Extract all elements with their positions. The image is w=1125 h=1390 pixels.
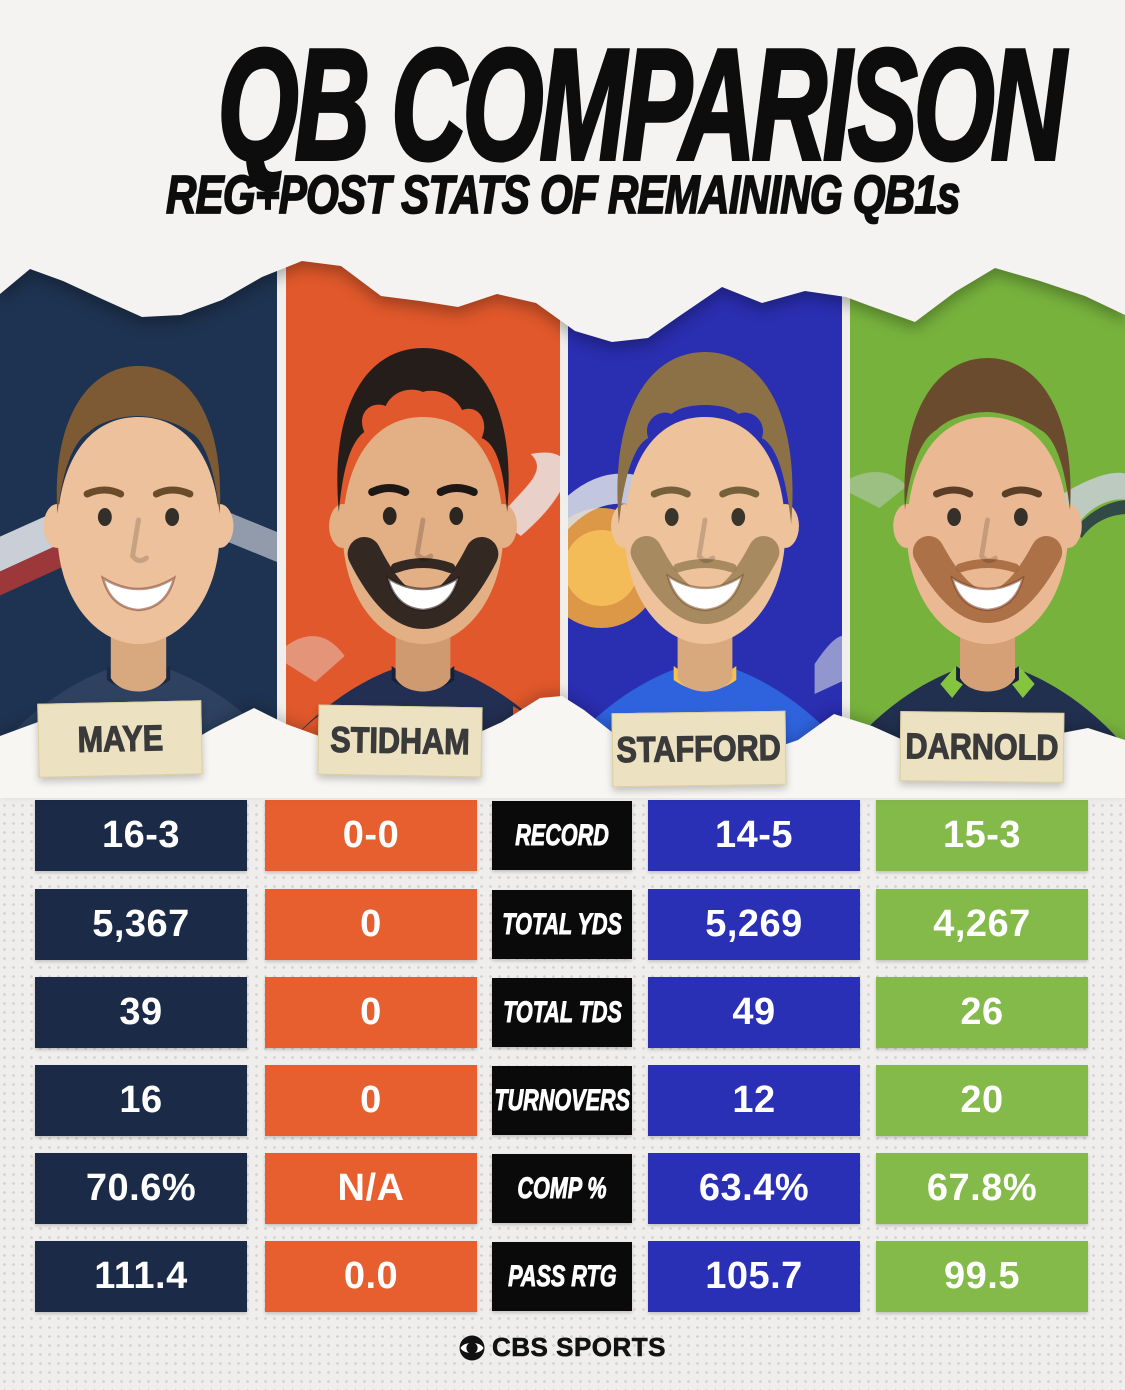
stat-value: 63.4%	[698, 1167, 810, 1209]
stat-value: 0	[360, 1079, 382, 1121]
stat-value: N/A	[337, 1167, 405, 1209]
name-tag-label: STAFFORD	[616, 726, 782, 771]
stat-value: 5,367	[92, 903, 190, 945]
stat-value: 16-3	[101, 814, 181, 856]
qb-photo-stafford	[568, 236, 842, 756]
stat-cell-stafford: 105.7	[648, 1241, 860, 1312]
stat-row-comp-pct: 70.6% N/A COMP % 63.4% 67.8%	[0, 1153, 1125, 1224]
stat-row-turnovers: 16 0 TURNOVERS 12 20	[0, 1065, 1125, 1136]
stat-value: 14-5	[714, 814, 794, 856]
stat-value: 99.5	[944, 1255, 1020, 1297]
stat-label: TURNOVERS	[494, 1083, 630, 1117]
stat-value: 105.7	[705, 1255, 803, 1297]
stat-label: PASS RTG	[507, 1259, 617, 1293]
stat-row-total-tds: 39 0 TOTAL TDS 49 26	[0, 977, 1125, 1048]
stat-value: 49	[732, 991, 776, 1033]
stat-value: 70.6%	[85, 1167, 197, 1209]
header: QB COMPARISON REG+POST STATS OF REMAININ…	[0, 0, 1125, 225]
qb-avatar-stidham-illustration	[286, 348, 560, 756]
stat-value: 111.4	[94, 1255, 188, 1297]
stat-cell-stafford: 14-5	[648, 800, 860, 871]
stat-cell-maye: 111.4	[35, 1241, 247, 1312]
page-title: QB COMPARISON	[216, 17, 1067, 193]
stat-value: 39	[119, 991, 163, 1033]
stat-value: 0	[360, 991, 382, 1033]
stat-cell-darnold: 26	[876, 977, 1088, 1048]
stat-cell-darnold: 4,267	[876, 889, 1088, 960]
stat-value: 67.8%	[926, 1167, 1038, 1209]
stat-value: 0.0	[343, 1255, 399, 1297]
stat-cell-stidham: 0	[265, 889, 477, 960]
stat-label-cell: TOTAL YDS	[492, 890, 632, 959]
stat-cell-stidham: 0-0	[265, 800, 477, 871]
footer: CBS SPORTS	[0, 1332, 1125, 1363]
stat-cell-darnold: 67.8%	[876, 1153, 1088, 1224]
stat-row-record: 16-3 0-0 RECORD 14-5 15-3	[0, 800, 1125, 871]
brand-wordmark: CBS SPORTS	[491, 1332, 667, 1363]
stat-cell-darnold: 99.5	[876, 1241, 1088, 1312]
stat-cell-maye: 70.6%	[35, 1153, 247, 1224]
torn-paper-edge-bottom	[0, 696, 1125, 798]
stat-value: 16	[119, 1079, 163, 1121]
qb-photo-stidham	[286, 236, 560, 756]
name-tag-maye: MAYE	[37, 700, 203, 778]
stat-cell-maye: 16	[35, 1065, 247, 1136]
stat-value: 0	[360, 903, 382, 945]
stat-cell-stafford: 63.4%	[648, 1153, 860, 1224]
stat-row-total-yds: 5,367 0 TOTAL YDS 5,269 4,267	[0, 889, 1125, 960]
stat-label-cell: TOTAL TDS	[492, 978, 632, 1047]
page-subtitle: REG+POST STATS OF REMAINING QB1s	[165, 165, 961, 225]
stat-value: 4,267	[933, 903, 1031, 945]
stat-cell-darnold: 15-3	[876, 800, 1088, 871]
torn-paper-edge-top	[0, 0, 1125, 342]
stat-label-cell: COMP %	[492, 1154, 632, 1223]
name-tag-darnold: DARNOLD	[899, 711, 1065, 783]
stat-cell-stidham: 0	[265, 977, 477, 1048]
stat-label-cell: PASS RTG	[492, 1242, 632, 1311]
stat-cell-stafford: 49	[648, 977, 860, 1048]
name-tag-label: DARNOLD	[905, 725, 1060, 769]
stat-label-cell: RECORD	[492, 801, 632, 870]
stat-row-pass-rtg: 111.4 0.0 PASS RTG 105.7 99.5	[0, 1241, 1125, 1312]
stat-cell-stafford: 5,269	[648, 889, 860, 960]
stat-label: RECORD	[515, 818, 609, 852]
name-tag-label: MAYE	[76, 717, 164, 761]
stat-cell-darnold: 20	[876, 1065, 1088, 1136]
stat-label: TOTAL TDS	[502, 995, 622, 1029]
stat-cell-stidham: 0	[265, 1065, 477, 1136]
stat-value: 0-0	[342, 814, 400, 856]
stat-label: TOTAL YDS	[502, 907, 622, 941]
stat-value: 5,269	[705, 903, 803, 945]
stat-cell-maye: 39	[35, 977, 247, 1048]
name-tag-stafford: STAFFORD	[611, 710, 787, 788]
stat-value: 26	[960, 991, 1004, 1033]
stat-cell-stidham: 0.0	[265, 1241, 477, 1312]
name-tag-stidham: STIDHAM	[317, 704, 483, 778]
stat-label-cell: TURNOVERS	[492, 1066, 632, 1135]
stat-value: 15-3	[942, 814, 1022, 856]
stat-cell-stafford: 12	[648, 1065, 860, 1136]
cbs-eye-icon	[459, 1335, 485, 1360]
name-tag-label: STIDHAM	[329, 718, 471, 763]
stat-cell-maye: 5,367	[35, 889, 247, 960]
stat-label: COMP %	[517, 1171, 607, 1205]
stat-value: 20	[960, 1079, 1004, 1121]
stat-cell-stidham: N/A	[265, 1153, 477, 1224]
stat-cell-maye: 16-3	[35, 800, 247, 871]
stat-value: 12	[732, 1079, 776, 1121]
